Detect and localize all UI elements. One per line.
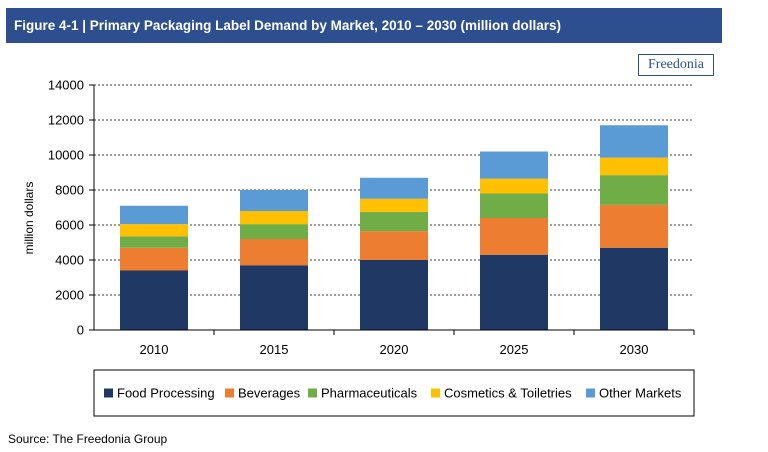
bar-segment [360, 260, 428, 330]
figure-title: Figure 4-1 | Primary Packaging Label Dem… [14, 18, 561, 33]
y-tick-label: 10000 [48, 148, 84, 163]
y-tick-label: 2000 [55, 288, 84, 303]
legend-label: Food Processing [117, 386, 215, 401]
legend-label: Other Markets [599, 386, 682, 401]
y-tick-label: 8000 [55, 183, 84, 198]
legend-swatch [225, 388, 234, 398]
bar-segment [360, 231, 428, 260]
x-tick-label: 2030 [620, 342, 649, 357]
bars [120, 125, 668, 330]
x-tick-label: 2015 [260, 342, 289, 357]
bar-segment [480, 218, 548, 255]
bar-segment [600, 125, 668, 158]
bar-segment [480, 151, 548, 179]
bar-segment [480, 254, 548, 330]
x-tick-label: 2020 [380, 342, 409, 357]
source-note: Source: The Freedonia Group [8, 432, 168, 446]
legend: Food Processing Beverages Pharmaceuticals C… [93, 369, 695, 417]
legend-swatch [586, 388, 595, 398]
bar-segment [240, 265, 308, 330]
bar-segment [120, 205, 188, 225]
bar-segment [240, 211, 308, 225]
legend-swatch [104, 388, 113, 398]
legend-swatch [308, 388, 317, 398]
bar-segment [360, 177, 428, 199]
x-tick-label: 2025 [500, 342, 529, 357]
bar-segment [240, 190, 308, 211]
bar-segment [600, 175, 668, 205]
bar-segment [240, 239, 308, 266]
figure-title-bar: Figure 4-1 | Primary Packaging Label Dem… [6, 8, 722, 43]
bar-segment [120, 224, 188, 237]
legend-label: Beverages [238, 386, 301, 401]
y-tick-label: 12000 [48, 113, 84, 128]
bar-segment [360, 211, 428, 232]
legend-label: Cosmetics & Toiletries [444, 386, 572, 401]
axes: 0 2000 4000 6000 8000 10000 12000 14000 2010 2015… [48, 78, 695, 357]
bar-segment [360, 198, 428, 212]
freedonia-logo: Freedonia [638, 54, 714, 76]
bar-segment [120, 270, 188, 330]
bar-segment [600, 247, 668, 330]
y-tick-label: 14000 [48, 78, 84, 93]
y-tick-label: 4000 [55, 253, 84, 268]
y-tick-label: 6000 [55, 218, 84, 233]
bar-segment [240, 224, 308, 239]
legend-swatch [431, 388, 440, 398]
bar-segment [600, 204, 668, 248]
y-tick-label: 0 [77, 323, 84, 338]
bar-segment [480, 178, 548, 194]
bar-segment [120, 247, 188, 271]
bar-segment [600, 157, 668, 176]
legend-label: Pharmaceuticals [321, 386, 418, 401]
bar-segment [480, 193, 548, 218]
logo-text: Freedonia [648, 57, 704, 72]
y-axis-label: million dollars [22, 182, 36, 255]
x-tick-label: 2010 [140, 342, 169, 357]
bar-segment [120, 236, 188, 248]
